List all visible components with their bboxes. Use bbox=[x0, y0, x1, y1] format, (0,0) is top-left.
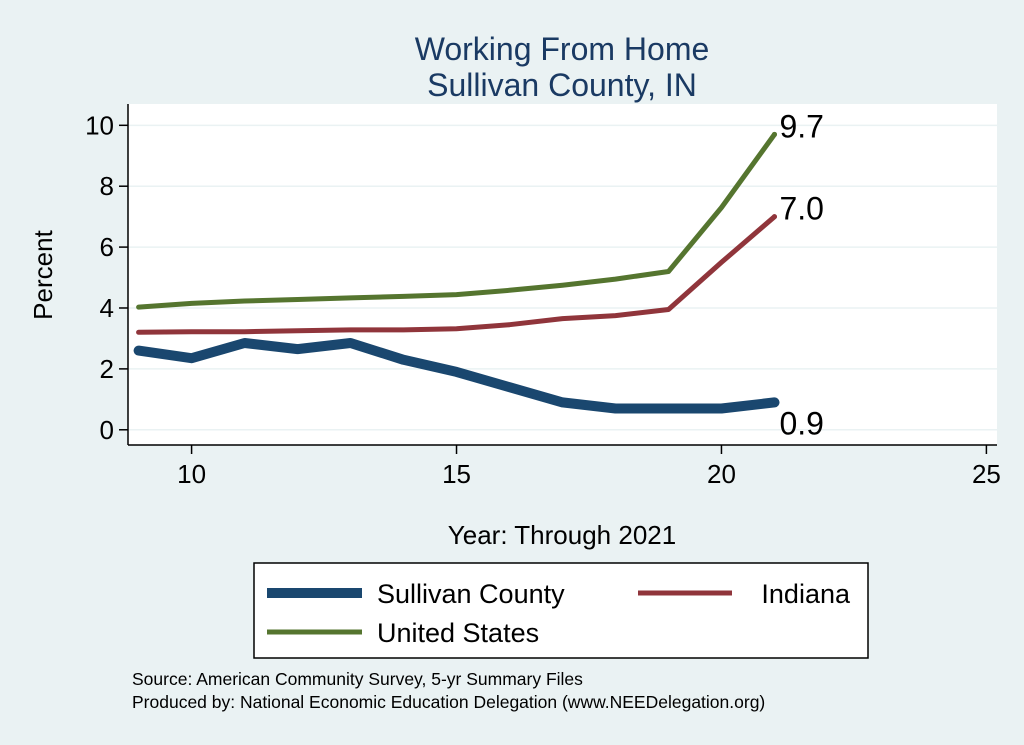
chart-title-line-1: Working From Home bbox=[415, 31, 710, 67]
plot-area bbox=[128, 104, 997, 445]
series-line-sullivan-county bbox=[133, 338, 780, 414]
series-line-indiana bbox=[136, 214, 777, 335]
y-axis-title: Percent bbox=[28, 229, 58, 319]
y-tick-label-6: 6 bbox=[100, 232, 114, 262]
end-label-united-states: 9.7 bbox=[779, 108, 823, 144]
y-axis: 0 2 4 6 8 10 bbox=[85, 104, 129, 445]
legend-label-united-states: United States bbox=[377, 618, 539, 648]
x-tick-label-20: 20 bbox=[707, 459, 736, 489]
series-end-point-indiana bbox=[771, 214, 777, 220]
x-axis: 10 15 20 25 bbox=[128, 444, 1001, 489]
x-tick-label-15: 15 bbox=[442, 459, 471, 489]
y-tick-label-10: 10 bbox=[85, 110, 114, 140]
series-layer: 0.9 7.0 9.7 bbox=[133, 108, 824, 441]
x-tick-label-25: 25 bbox=[972, 459, 1001, 489]
grid-lines bbox=[128, 124, 997, 431]
series-end-point-united-states bbox=[771, 131, 777, 137]
end-label-sullivan-county: 0.9 bbox=[779, 405, 823, 441]
legend-box bbox=[253, 562, 869, 659]
legend: Sullivan County Indiana United States bbox=[253, 562, 869, 659]
y-tick-label-2: 2 bbox=[100, 354, 114, 384]
y-tick-label-8: 8 bbox=[100, 171, 114, 201]
x-axis-title: Year: Through 2021 bbox=[448, 520, 676, 550]
legend-label-sullivan-county: Sullivan County bbox=[377, 579, 565, 609]
chart-title-line-2: Sullivan County, IN bbox=[427, 67, 697, 103]
x-tick-label-10: 10 bbox=[177, 459, 206, 489]
y-tick-label-0: 0 bbox=[100, 415, 114, 445]
producer-note: Produced by: National Economic Education… bbox=[132, 692, 765, 712]
series-line-united-states bbox=[136, 131, 777, 310]
y-tick-label-4: 4 bbox=[100, 293, 114, 323]
source-note: Source: American Community Survey, 5-yr … bbox=[132, 669, 583, 689]
legend-label-indiana: Indiana bbox=[761, 579, 851, 609]
end-label-indiana: 7.0 bbox=[779, 191, 823, 227]
series-end-point-sullivan-county bbox=[771, 399, 777, 405]
